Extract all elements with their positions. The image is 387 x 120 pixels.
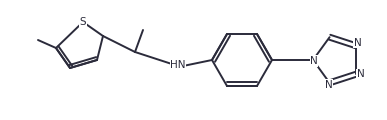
Text: N: N [356, 69, 364, 79]
Text: S: S [80, 17, 86, 27]
Text: N: N [325, 80, 332, 90]
Text: HN: HN [170, 60, 186, 70]
Text: N: N [354, 38, 361, 48]
Text: N: N [310, 56, 318, 66]
